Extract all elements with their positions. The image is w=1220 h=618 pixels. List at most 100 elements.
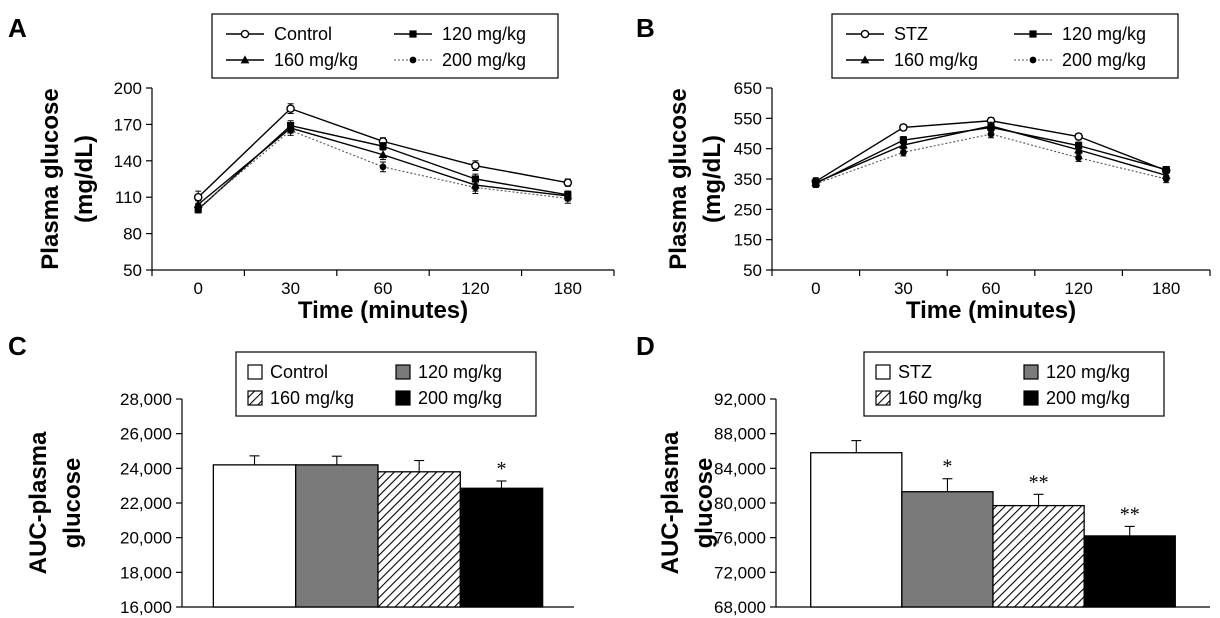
bar — [212, 464, 297, 608]
x-tick-label: 120 — [461, 279, 489, 298]
x-tick-label: 0 — [811, 279, 820, 298]
series-200-mg-kg — [812, 129, 1170, 188]
y-axis-title-line: Plasma glucose — [37, 88, 64, 269]
panel-letter: A — [8, 13, 27, 43]
y-tick-label: 76,000 — [714, 529, 766, 548]
data-point — [899, 123, 908, 132]
y-tick-label: 200 — [114, 79, 142, 98]
y-tick-label: 450 — [734, 140, 762, 159]
line-chart-panel-a: A 50 80 110 140 170 200 0 30 60 120 180 Time (minute… — [8, 13, 615, 324]
y-tick-label: 24,000 — [120, 459, 172, 478]
y-tick-label: 110 — [115, 188, 142, 207]
legend-swatch — [395, 364, 411, 380]
line-chart-panel-b: B 50 150 250 350 450 550 650 0 30 60 120 180 Time (mi… — [636, 13, 1211, 324]
data-point — [379, 142, 387, 150]
series-200-mg-kg — [194, 125, 572, 213]
legend-label: 120 mg/kg — [1062, 24, 1146, 44]
series-control — [193, 103, 573, 204]
legend-frame — [211, 13, 559, 79]
legend-marker — [860, 29, 870, 39]
bar — [377, 471, 461, 608]
x-tick-label: 180 — [1152, 279, 1180, 298]
legend-label: 120 mg/kg — [418, 362, 502, 382]
bar-chart-panel-c: C 16,000 18,000 20,000 22,000 24,000 26,000 28,… — [8, 331, 574, 617]
legend: STZ 120 mg/kg 160 mg/kg 200 mg/kg — [863, 351, 1165, 417]
y-axis-title-line: AUC-plasma — [25, 431, 52, 574]
legend-swatch — [247, 390, 263, 406]
panel-letter: C — [8, 331, 27, 361]
y-tick-label: 20,000 — [120, 529, 172, 548]
bar — [810, 452, 903, 608]
y-tick-label: 350 — [734, 170, 762, 189]
x-tick-label: 60 — [374, 279, 393, 298]
legend: Control 120 mg/kg 160 mg/kg 200 mg/kg — [235, 351, 537, 417]
y-tick-label: 50 — [123, 261, 142, 280]
legend-label: Control — [270, 362, 328, 382]
legend-swatch — [395, 390, 411, 406]
y-tick-label: 150 — [734, 231, 762, 250]
legend: STZ 120 mg/kg 160 mg/kg 200 mg/kg — [831, 13, 1179, 79]
data-point — [1075, 154, 1082, 162]
x-tick-label: 0 — [193, 279, 202, 298]
legend-marker — [409, 30, 417, 38]
legend-label: 120 mg/kg — [1046, 362, 1130, 382]
bar — [992, 504, 1085, 608]
data-point — [986, 121, 996, 130]
x-tick-label: 30 — [281, 279, 300, 298]
y-tick-label: 88,000 — [714, 425, 766, 444]
legend-label: 160 mg/kg — [898, 388, 982, 408]
y-tick-label: 68,000 — [714, 598, 766, 617]
y-tick-label: 650 — [734, 79, 762, 98]
legend-label: 160 mg/kg — [270, 388, 354, 408]
data-point — [1162, 165, 1170, 174]
y-axis-title-line: (mg/dL) — [699, 135, 726, 223]
data-point — [564, 195, 572, 202]
y-tick-label: 84,000 — [714, 459, 766, 478]
legend-label: STZ — [898, 362, 932, 382]
y-tick-label: 18,000 — [120, 563, 172, 582]
legend-swatch — [1023, 390, 1039, 406]
data-point — [812, 180, 820, 188]
legend-label: STZ — [894, 24, 928, 44]
legend-marker — [1029, 30, 1037, 38]
significance-marker: * — [496, 458, 506, 480]
legend-frame — [235, 351, 537, 417]
y-tick-label: 170 — [114, 115, 142, 134]
y-tick-label: 140 — [114, 152, 142, 171]
legend-label: 200 mg/kg — [442, 50, 526, 70]
y-tick-label: 250 — [734, 200, 762, 219]
legend-frame — [863, 351, 1165, 417]
data-point — [1162, 175, 1170, 183]
bar — [1083, 535, 1176, 608]
data-point — [379, 163, 387, 171]
legend-label: 160 mg/kg — [274, 50, 358, 70]
legend: Control 120 mg/kg 160 mg/kg 200 mg/kg — [211, 13, 559, 79]
data-point — [987, 130, 995, 138]
data-point — [1074, 132, 1083, 141]
legend-swatch — [875, 390, 891, 406]
x-axis-title: Time (minutes) — [298, 297, 468, 324]
bar-chart-panel-d: D 68,000 72,000 76,000 80,000 84,000 88,000 92,… — [636, 331, 1210, 617]
y-tick-label: 16,000 — [120, 598, 172, 617]
y-tick-label: 26,000 — [120, 425, 172, 444]
legend-marker — [1029, 56, 1037, 64]
legend-marker — [240, 29, 250, 39]
y-axis-title-line: glucose — [691, 458, 718, 549]
legend-marker — [860, 55, 870, 64]
x-tick-label: 120 — [1064, 279, 1092, 298]
x-tick-label: 180 — [554, 279, 582, 298]
y-tick-label: 28,000 — [120, 390, 172, 409]
data-point — [899, 136, 907, 144]
legend-swatch — [875, 364, 891, 380]
data-point — [1074, 145, 1083, 154]
bar — [901, 491, 994, 608]
y-axis-title-line: glucose — [59, 458, 86, 549]
data-point — [899, 140, 908, 149]
legend-label: 200 mg/kg — [1046, 388, 1130, 408]
legend-swatch — [1023, 364, 1039, 380]
data-point — [472, 184, 479, 191]
y-tick-label: 50 — [743, 261, 762, 280]
y-axis-title-line: AUC-plasma — [657, 431, 684, 574]
